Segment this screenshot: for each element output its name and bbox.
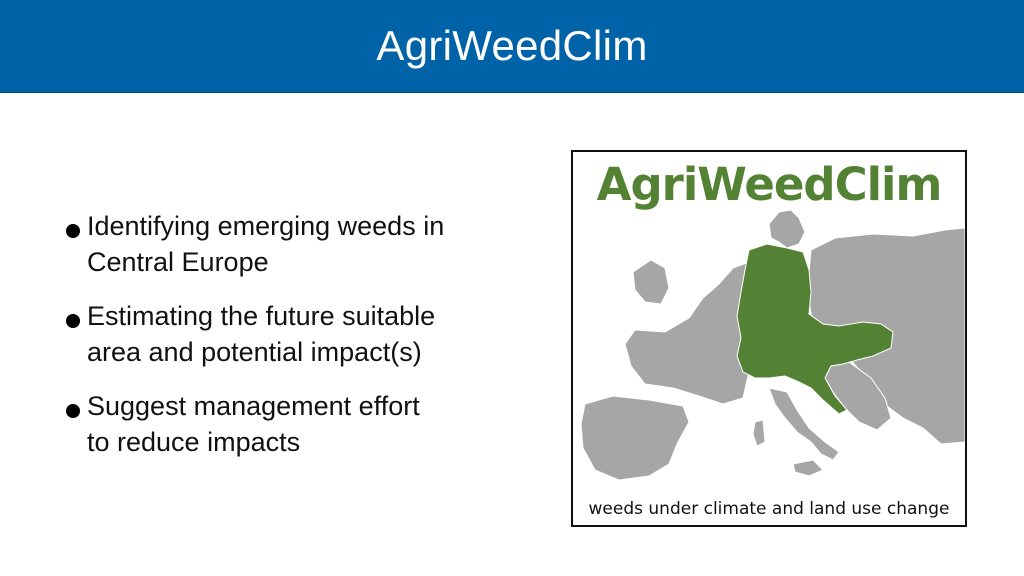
bullet-dot-icon [66, 404, 80, 418]
title-bar: AgriWeedClim [0, 0, 1024, 93]
slide-title: AgriWeedClim [376, 22, 648, 69]
agriweedclim-logo: AgriWeedClim weeds under climate and lan… [571, 150, 967, 527]
bullet-text-line: to reduce impacts [87, 427, 301, 457]
bullet-text-line: Central Europe [87, 247, 269, 277]
bullet-dot-icon [66, 314, 80, 328]
logo-title: AgriWeedClim [596, 158, 943, 211]
bullet-item: Estimating the future suitable area and … [60, 298, 510, 370]
bullet-text-line: Estimating the future suitable [87, 301, 436, 331]
logo-caption: weeds under climate and land use change [573, 495, 965, 521]
bullet-dot-icon [66, 224, 80, 238]
bullet-text-line: Suggest management effort [87, 391, 420, 421]
bullet-list: Identifying emerging weeds in Central Eu… [60, 208, 510, 478]
bullet-item: Identifying emerging weeds in Central Eu… [60, 208, 510, 280]
bullet-item: Suggest management effort to reduce impa… [60, 388, 510, 460]
bullet-text-line: Identifying emerging weeds in [87, 211, 445, 241]
bullet-text-line: area and potential impact(s) [87, 337, 422, 367]
europe-map-icon [580, 209, 965, 481]
